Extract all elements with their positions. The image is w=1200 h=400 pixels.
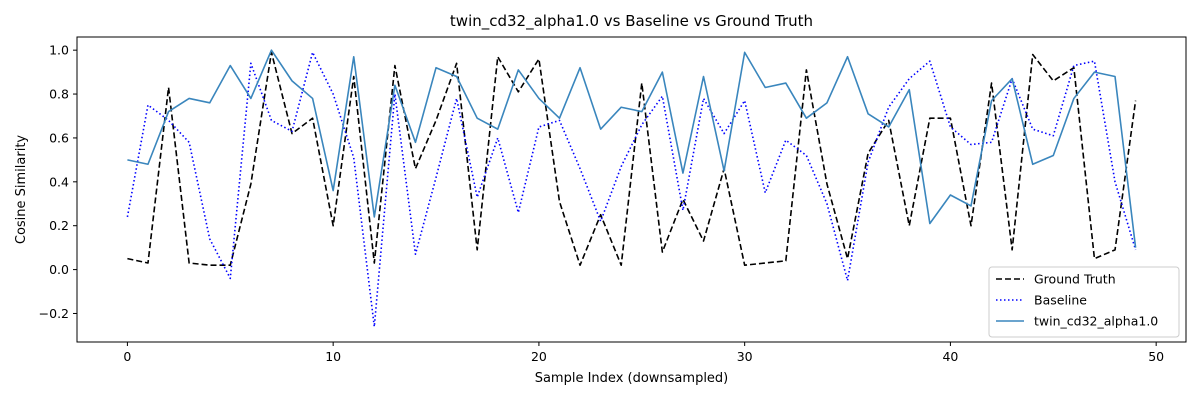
y-axis-ticks: −0.2 0.0 0.2 0.4 0.6 0.8 1.0: [39, 43, 77, 321]
y-tick-label: 0.6: [49, 130, 69, 145]
y-tick-label: 0.8: [49, 87, 69, 102]
legend-label-2: Baseline: [1034, 293, 1087, 308]
x-tick-label: 20: [531, 349, 547, 364]
legend-label-3: twin_cd32_alpha1.0: [1034, 314, 1158, 329]
x-tick-label: 10: [325, 349, 341, 364]
legend: Ground Truth Baseline twin_cd32_alpha1.0: [988, 266, 1180, 338]
plot-series: [126, 49, 1137, 328]
y-tick-label: 0.0: [49, 262, 69, 277]
y-axis-label: Cosine Similarity: [14, 135, 29, 245]
series-line-1: [127, 51, 1137, 267]
x-tick-label: 40: [942, 349, 958, 364]
y-tick-label: 0.4: [49, 174, 69, 189]
legend-label-1: Ground Truth: [1034, 272, 1116, 287]
series-line-3: [127, 49, 1137, 248]
x-tick-label: 30: [737, 349, 753, 364]
y-tick-label: −0.2: [39, 306, 69, 321]
legend-box: [988, 266, 1180, 338]
x-axis-label: Sample Index (downsampled): [535, 371, 729, 386]
y-tick-label: 0.2: [49, 218, 69, 233]
x-tick-label: 50: [1148, 349, 1164, 364]
plot-frame: [76, 36, 1187, 343]
x-axis-ticks: 0 10 20 30 40 50: [123, 342, 1164, 364]
y-tick-label: 1.0: [49, 43, 69, 58]
series-line-2: [126, 51, 1137, 328]
x-tick-label: 0: [123, 349, 131, 364]
chart-title: twin_cd32_alpha1.0 vs Baseline vs Ground…: [450, 12, 813, 31]
